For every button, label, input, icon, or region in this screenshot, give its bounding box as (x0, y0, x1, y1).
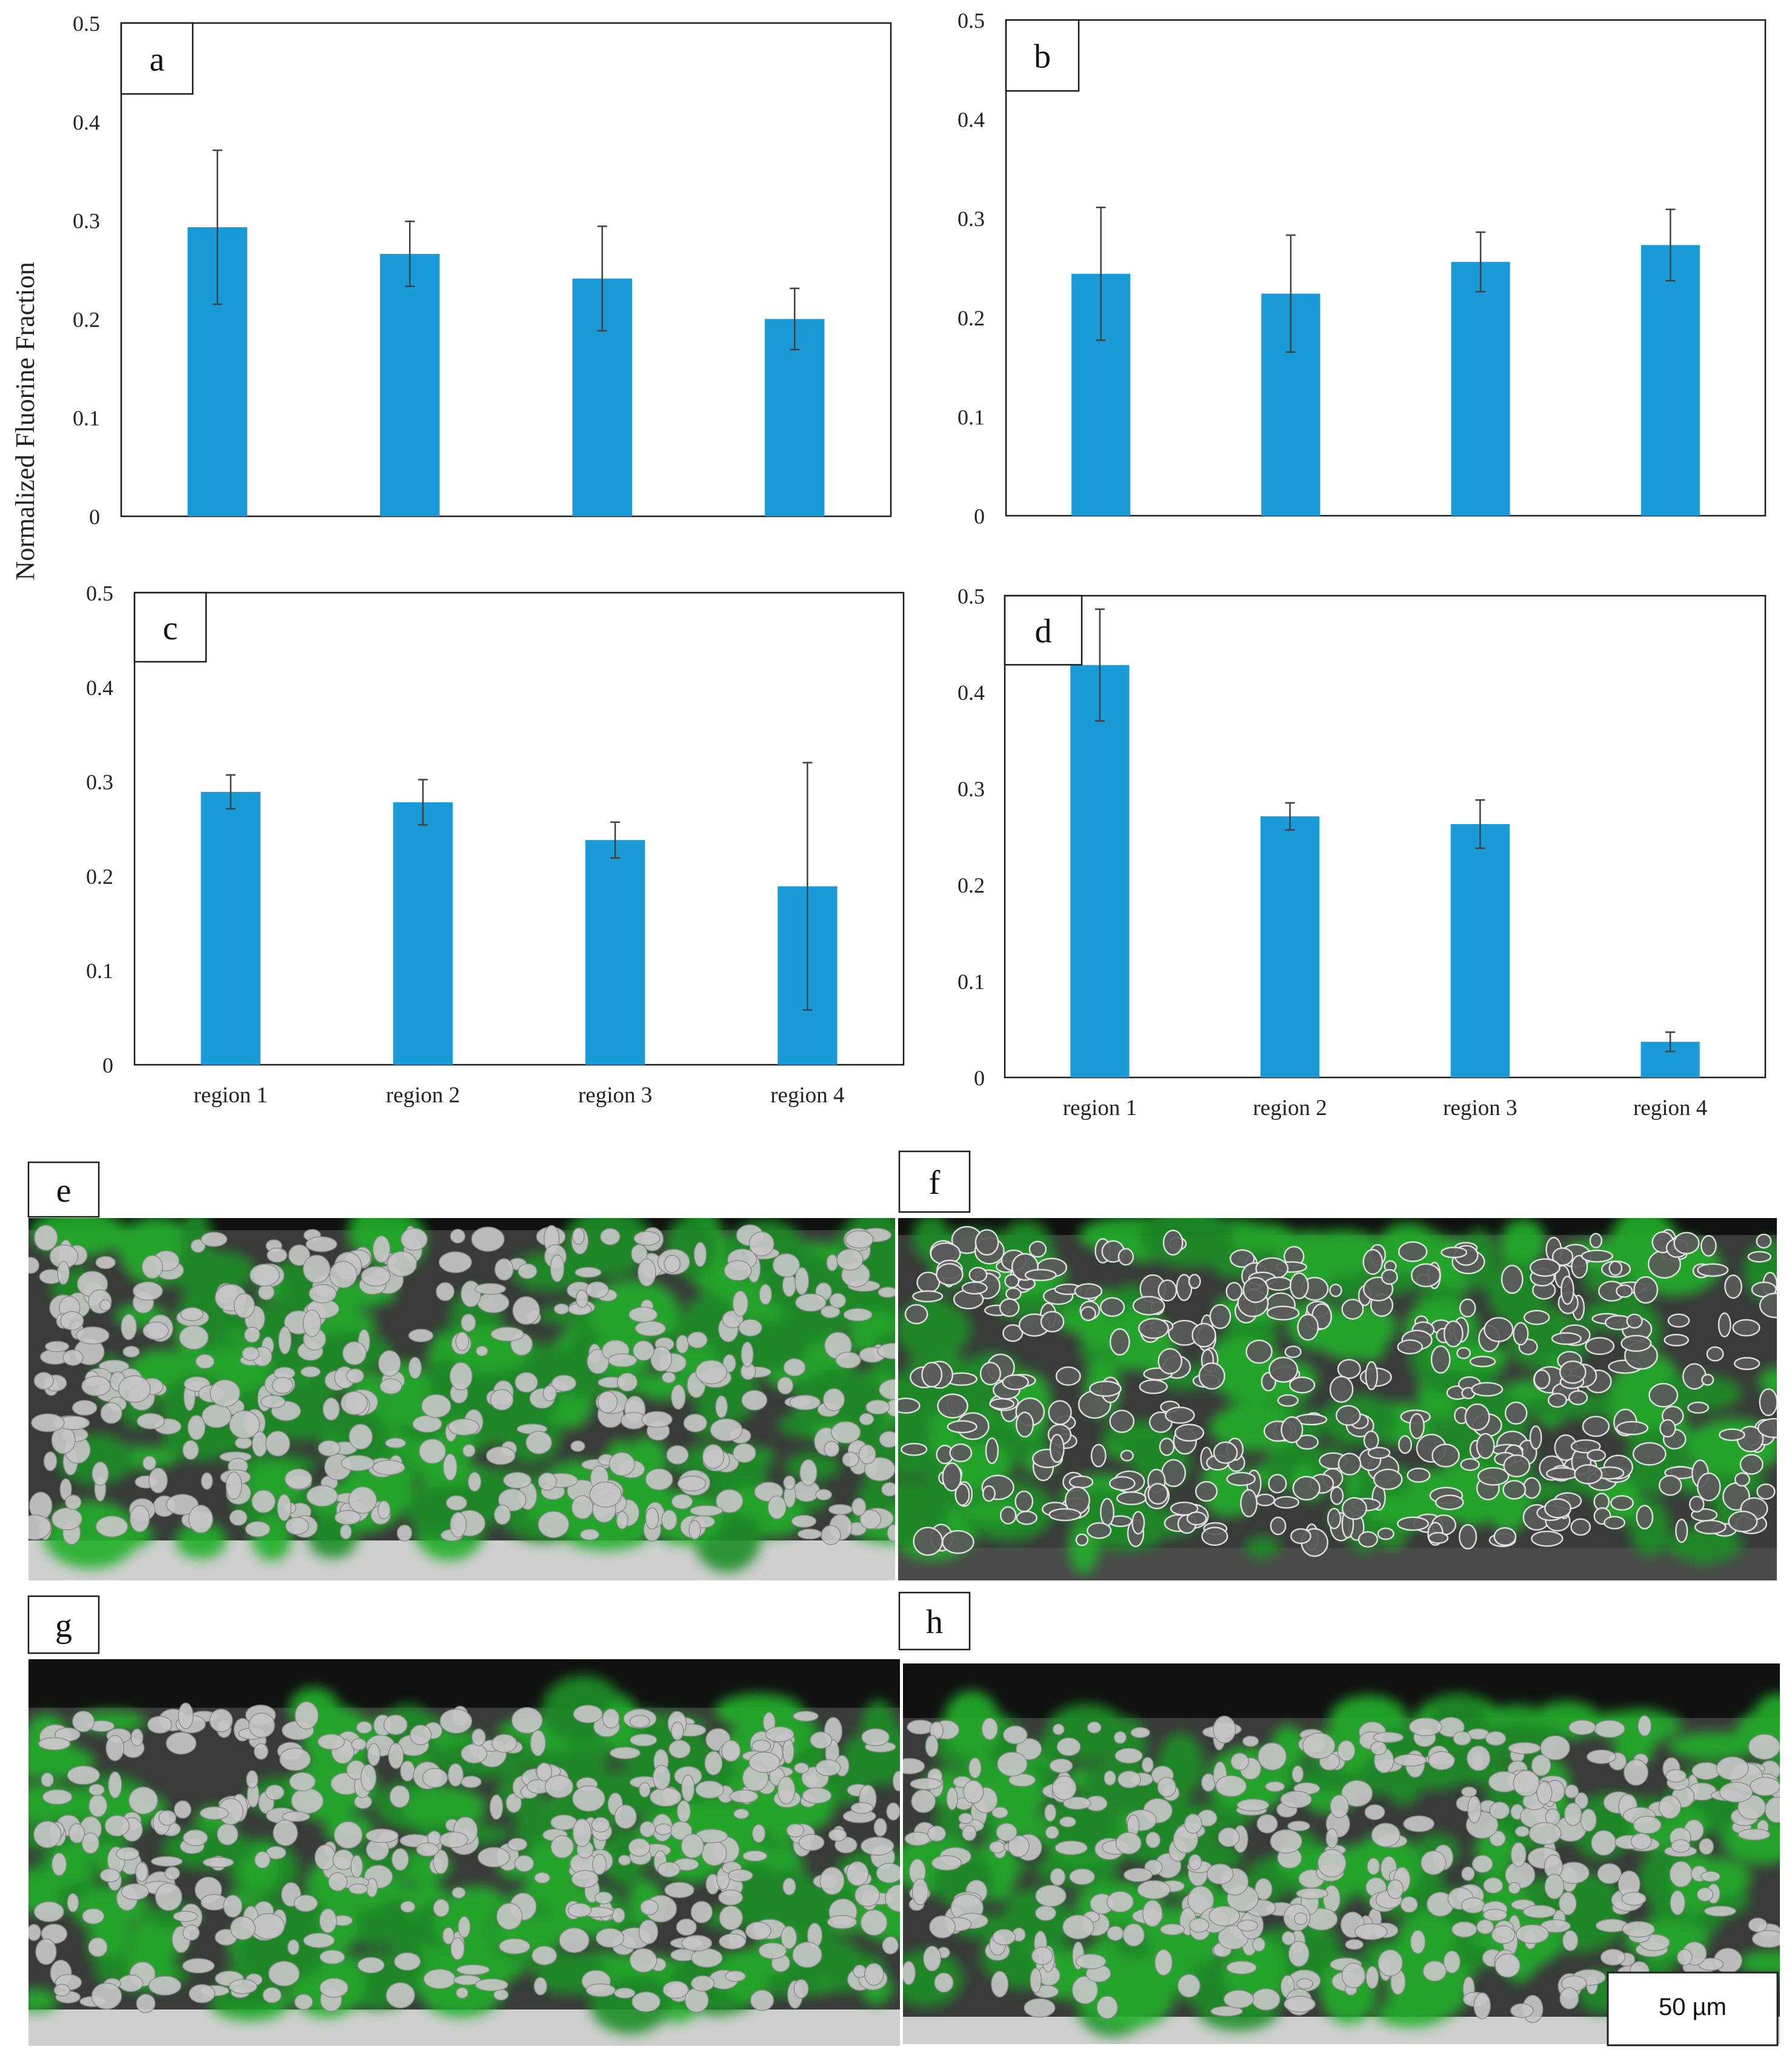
plot-frame (1004, 594, 1767, 1079)
error-bar (1665, 208, 1676, 282)
x-tick-label: region 2 (1253, 1096, 1327, 1120)
error-bar (418, 779, 428, 826)
y-tick-label: 0.2 (958, 306, 985, 330)
y-tick-label: 0.1 (73, 406, 100, 430)
x-tick-label: region 3 (1443, 1096, 1517, 1120)
plot-frame (120, 22, 892, 518)
chart-panel-a: 0 0.1 0.2 0.3 0.4 0.5 a (73, 12, 892, 529)
error-bar (405, 220, 415, 287)
image-panel-e: e (27, 1161, 895, 1580)
y-tick-label: 0.5 (958, 584, 985, 608)
chart-panel-b: 0 0.1 0.2 0.3 0.4 0.5 b (958, 8, 1767, 528)
x-tick-label: region 4 (770, 1083, 844, 1108)
chart-panel-c: 0 0.1 0.2 0.3 0.4 0.5 region 1 region 2 region 3… (86, 581, 905, 1108)
error-bar (1475, 799, 1485, 849)
x-tick-label: region 3 (578, 1083, 652, 1108)
panel-label: e (56, 1172, 72, 1210)
error-bar (1665, 1031, 1676, 1053)
panel-label-box (898, 1591, 971, 1651)
active-particles (28, 1701, 900, 2014)
error-bar (610, 821, 621, 859)
active-particles (903, 1715, 1780, 2024)
x-tick-label: region 4 (1633, 1096, 1707, 1120)
error-bar (597, 225, 607, 332)
error-bar (225, 774, 236, 810)
bar (1640, 245, 1700, 516)
plot-frame (133, 591, 905, 1066)
error-bar (790, 287, 800, 351)
y-tick-label: 0.3 (958, 777, 985, 801)
panel-label-box (27, 1161, 100, 1218)
y-tick-label: 0.4 (958, 681, 985, 705)
y-tick-label: 0.2 (958, 873, 985, 897)
bar (1260, 816, 1320, 1077)
y-tick-label: 0 (102, 1053, 113, 1077)
panel-label: h (926, 1603, 943, 1641)
bar (1451, 262, 1510, 516)
panel-label-box (898, 1150, 971, 1213)
x-tick-label: region 1 (1063, 1096, 1137, 1120)
y-tick-label: 0.3 (958, 207, 985, 231)
y-tick-label: 0.3 (86, 770, 113, 794)
y-tick-label: 0.3 (73, 209, 100, 233)
panel-label-box (1004, 594, 1083, 666)
y-tick-label: 0.2 (73, 307, 100, 331)
error-bar (1096, 206, 1106, 341)
panel-label: f (929, 1164, 941, 1202)
y-tick-label: 0.4 (73, 110, 100, 135)
image-panel-f: f (898, 1150, 1777, 1580)
error-bar (1094, 608, 1105, 722)
current-collector (898, 1548, 1777, 1580)
y-tick-label: 0.5 (73, 12, 100, 36)
y-axis-label: Normalized Fluorine Fraction (10, 262, 40, 580)
panel-label: a (150, 41, 165, 79)
image-panel-g: g (27, 1595, 900, 2046)
y-tick-label: 0.4 (958, 108, 985, 132)
chart-panel-d: 0 0.1 0.2 0.3 0.4 0.5 region 1 region 2 region 3… (958, 584, 1767, 1120)
panel-label-box (120, 22, 194, 95)
active-particles (28, 1224, 895, 1545)
y-tick-label: 0.4 (86, 676, 113, 700)
x-tick-label: region 1 (193, 1083, 267, 1108)
y-tick-label: 0.1 (958, 405, 985, 429)
y-tick-label: 0 (974, 504, 985, 528)
bar (1450, 824, 1510, 1077)
panel-label: c (163, 610, 178, 647)
y-tick-label: 0.5 (958, 8, 985, 33)
error-bar (212, 149, 222, 305)
panel-label-box (133, 591, 207, 663)
x-tick-label: region 2 (386, 1083, 460, 1108)
error-bar (1285, 802, 1295, 831)
panel-label: b (1034, 38, 1051, 76)
y-tick-label: 0 (974, 1066, 985, 1090)
bar (1070, 665, 1130, 1077)
error-bar (1285, 234, 1296, 353)
bar (585, 840, 645, 1065)
y-tick-label: 0.2 (86, 864, 113, 888)
y-tick-label: 0.5 (86, 581, 113, 605)
panel-label-box (1005, 19, 1080, 92)
active-particles (898, 1226, 1777, 1557)
bar (765, 319, 825, 516)
y-tick-label: 0 (89, 505, 100, 529)
plot-frame (1005, 19, 1767, 517)
panel-label: d (1035, 613, 1052, 650)
bar (380, 253, 440, 516)
bar (393, 802, 453, 1065)
scale-bar: 50 µm (1607, 1971, 1779, 2046)
bar (201, 791, 261, 1065)
y-tick-label: 0.1 (86, 959, 113, 983)
panel-label-box (27, 1595, 100, 1654)
y-tick-label: 0.1 (958, 970, 985, 994)
error-bar (1476, 231, 1486, 293)
panel-label: g (55, 1607, 72, 1645)
scale-bar-label: 50 µm (1659, 1994, 1727, 2020)
error-bar (802, 762, 813, 1011)
